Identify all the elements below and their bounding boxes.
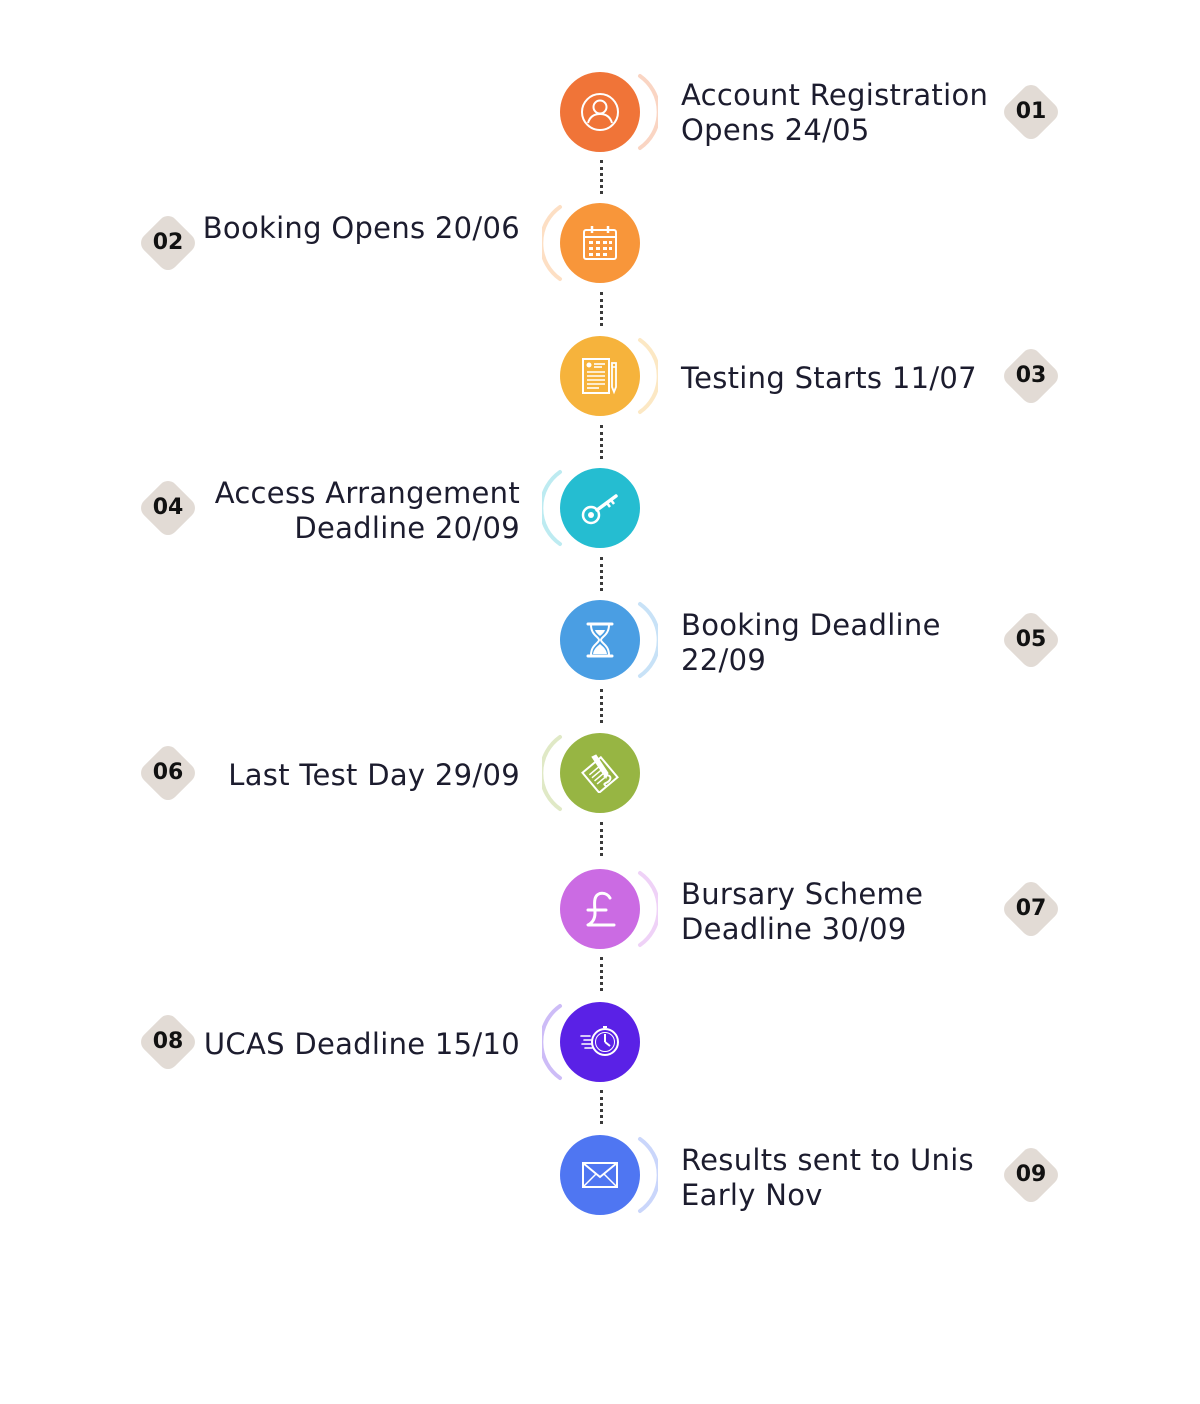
decorative-arc	[542, 470, 562, 546]
timeline-step-07: Bursary Scheme Deadline 30/09 07	[0, 867, 1200, 951]
step-label: Booking Opens 20/06	[190, 211, 520, 246]
envelope-icon	[560, 1135, 640, 1215]
step-label-line: Booking Opens 20/06	[202, 211, 520, 245]
step-label: Account Registration Opens 24/05	[681, 78, 989, 148]
key-icon	[560, 468, 640, 548]
step-number: 05	[1015, 627, 1047, 652]
document-pen-icon	[560, 733, 640, 813]
calendar-icon	[560, 203, 640, 283]
decorative-arc	[638, 602, 658, 678]
step-number: 06	[152, 760, 184, 785]
step-label: Access Arrangement Deadline 20/09	[190, 476, 520, 546]
step-label-line: UCAS Deadline 15/10	[203, 1027, 520, 1061]
step-number: 03	[1015, 363, 1047, 388]
user-icon	[560, 72, 640, 152]
connector-line	[600, 557, 603, 591]
step-label-line: Early Nov	[681, 1178, 823, 1212]
step-number-badge: 01	[998, 79, 1064, 145]
step-number-badge: 09	[998, 1142, 1064, 1208]
step-label-line: Account Registration	[681, 78, 989, 112]
connector-line	[600, 1090, 603, 1124]
step-number-badge: 02	[135, 210, 201, 276]
step-label-line: Testing Starts 11/07	[681, 361, 977, 395]
step-number: 07	[1015, 896, 1047, 921]
step-label: Bursary Scheme Deadline 30/09	[681, 877, 981, 947]
step-number-badge: 07	[998, 876, 1064, 942]
timeline-step-01: Account Registration Opens 24/05 01	[0, 70, 1200, 154]
step-label-line: Opens 24/05	[681, 113, 870, 147]
fast-clock-icon	[560, 1002, 640, 1082]
step-label: UCAS Deadline 15/10	[190, 1027, 520, 1062]
connector-line	[600, 160, 603, 194]
connector-line	[600, 689, 603, 723]
timeline-step-02: Booking Opens 20/06 02	[0, 201, 1200, 285]
step-label-line: Booking Deadline	[681, 608, 941, 642]
decorative-arc	[638, 74, 658, 150]
step-label-line: Bursary Scheme	[681, 877, 924, 911]
step-label-line: Access Arrangement	[214, 476, 520, 510]
decorative-arc	[542, 1004, 562, 1080]
step-number: 02	[152, 230, 184, 255]
connector-line	[600, 957, 603, 991]
timeline-step-08: UCAS Deadline 15/10 08	[0, 1000, 1200, 1084]
step-label-line: 22/09	[681, 643, 767, 677]
decorative-arc	[542, 205, 562, 281]
timeline-step-04: Access Arrangement Deadline 20/09 04	[0, 466, 1200, 550]
connector-line	[600, 292, 603, 326]
timeline-step-09: Results sent to Unis Early Nov 09	[0, 1133, 1200, 1217]
step-number: 08	[152, 1029, 184, 1054]
step-number-badge: 03	[998, 343, 1064, 409]
step-number: 09	[1015, 1162, 1047, 1187]
step-label: Booking Deadline 22/09	[681, 608, 981, 678]
test-paper-icon	[560, 336, 640, 416]
step-label: Last Test Day 29/09	[190, 758, 520, 793]
step-number: 04	[152, 495, 184, 520]
step-label-line: Deadline 20/09	[294, 511, 520, 545]
step-number-badge: 06	[135, 740, 201, 806]
step-number-badge: 04	[135, 475, 201, 541]
step-label-line: Last Test Day 29/09	[228, 758, 520, 792]
step-number-badge: 05	[998, 607, 1064, 673]
connector-line	[600, 822, 603, 856]
step-label: Testing Starts 11/07	[681, 361, 981, 396]
step-number: 01	[1015, 99, 1047, 124]
step-label: Results sent to Unis Early Nov	[681, 1143, 981, 1213]
hourglass-icon	[560, 600, 640, 680]
decorative-arc	[638, 871, 658, 947]
decorative-arc	[638, 338, 658, 414]
timeline-step-05: Booking Deadline 22/09 05	[0, 598, 1200, 682]
decorative-arc	[638, 1137, 658, 1213]
connector-line	[600, 425, 603, 459]
step-label-line: Results sent to Unis	[681, 1143, 974, 1177]
timeline-step-03: Testing Starts 11/07 03	[0, 334, 1200, 418]
pound-icon	[560, 869, 640, 949]
decorative-arc	[542, 735, 562, 811]
timeline-step-06: Last Test Day 29/09 06	[0, 731, 1200, 815]
step-label-line: Deadline 30/09	[681, 912, 907, 946]
step-number-badge: 08	[135, 1009, 201, 1075]
